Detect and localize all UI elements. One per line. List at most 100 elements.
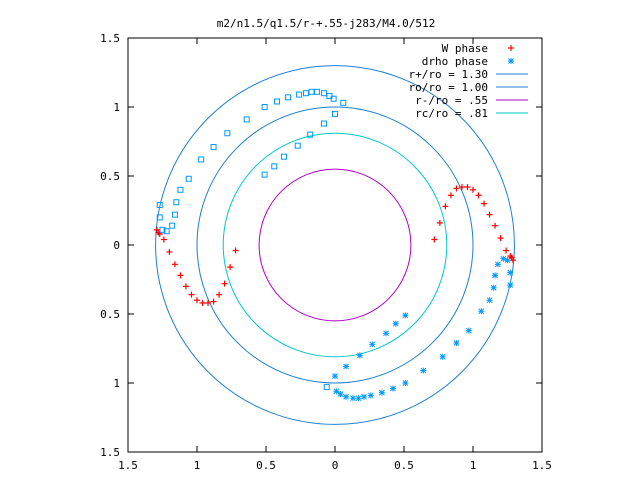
w-phase-point [510, 257, 517, 264]
w-phase-point [431, 236, 438, 243]
drho-phase-point [478, 308, 485, 315]
y-tick-label: 0 [113, 239, 120, 252]
x-tick-label: 1.5 [532, 459, 552, 472]
w-phase-point [177, 272, 184, 279]
y-tick-label: 1.5 [100, 446, 120, 459]
drho-phase-point [210, 144, 217, 151]
drho-phase-point [402, 380, 409, 386]
w-phase-point [442, 203, 449, 210]
drho-phase-point [343, 363, 350, 370]
w-phase-point [171, 261, 178, 268]
w-phase-point [160, 236, 167, 243]
drho-phase-point [296, 91, 303, 98]
drho-phase-point [507, 269, 514, 276]
drho-phase-point [389, 385, 396, 392]
drho-phase-point [337, 391, 344, 398]
y-tick-label: 1 [113, 377, 120, 390]
w-phase-point [470, 186, 476, 193]
x-tick-label: 1 [194, 459, 201, 472]
drho-phase-point [507, 282, 514, 289]
axis-ticks: 1.5 1 0.5 0 0.5 1 1.51.510.500.511.5 [100, 32, 552, 472]
w-phase-point [210, 298, 217, 305]
drho-phase-point [243, 116, 250, 123]
drho-phase-point [261, 171, 268, 178]
w-phase-point [182, 283, 189, 290]
w-phase-point [166, 248, 173, 255]
legend-label: drho phase [422, 55, 488, 68]
drho-phase-point [156, 214, 163, 221]
drho-phase-point [159, 226, 166, 233]
w-phase-point [436, 219, 443, 226]
w-phase-point [458, 184, 465, 191]
drho-phase-point [330, 95, 337, 102]
drho-phase-point [156, 201, 163, 208]
w-phase-point [481, 200, 488, 207]
drho-phase-point [271, 163, 278, 170]
y-tick-label: 0.5 [100, 308, 120, 321]
radius-circle [258, 168, 412, 322]
drho-phase-point [453, 339, 460, 346]
x-tick-label: 1 [470, 459, 477, 472]
drho-phase-point [198, 156, 205, 163]
drho-phase-point [465, 327, 472, 334]
drho-phase-point [420, 367, 427, 374]
w-phase-point [507, 253, 514, 260]
legend-label: r-/ro = .55 [415, 94, 488, 107]
drho-phase-point [280, 153, 287, 160]
x-tick-label: 0.5 [394, 459, 414, 472]
drho-phase-point [185, 175, 192, 182]
drho-phase-point [169, 222, 176, 229]
w-phase-point [232, 247, 239, 254]
drho-phase-point [173, 199, 180, 206]
drho-phase-point [224, 130, 231, 137]
w-phase-point [216, 291, 223, 298]
data-points [153, 88, 517, 402]
drho-phase-point [500, 255, 507, 262]
legend-label: rc/ro = .81 [415, 107, 488, 120]
y-tick-label: 1.5 [100, 32, 120, 45]
w-phase-point [205, 299, 212, 306]
drho-phase-point [360, 393, 367, 400]
drho-phase-point [320, 90, 327, 97]
x-tick-label: 0.5 [256, 459, 276, 472]
legend-label: ro/ro = 1.00 [409, 81, 488, 94]
w-phase-point [503, 247, 510, 254]
w-phase-point [227, 264, 234, 271]
drho-phase-point [163, 228, 170, 235]
x-tick-label: 0 [332, 459, 339, 472]
drho-phase-point [349, 395, 356, 402]
drho-phase-point [308, 88, 315, 95]
drho-phase-point [171, 211, 178, 218]
w-phase-point [486, 211, 493, 218]
w-phase-point [188, 291, 195, 298]
drho-phase-point [294, 142, 301, 149]
drho-phase-point [177, 186, 184, 193]
drho-phase-point [355, 395, 362, 402]
drho-phase-point [320, 120, 327, 127]
drho-phase-point [333, 388, 340, 395]
drho-phase-point [303, 90, 310, 97]
w-phase-point [221, 280, 228, 287]
legend-sample [508, 45, 514, 51]
y-tick-label: 0.5 [100, 170, 120, 183]
drho-phase-point [343, 393, 350, 400]
drho-phase-point [490, 284, 497, 291]
drho-phase-point [378, 389, 385, 396]
drho-phase-point [285, 94, 292, 101]
drho-phase-point [261, 104, 268, 110]
drho-phase-point [356, 352, 363, 359]
drho-phase-point [494, 261, 501, 268]
drho-phase-point [383, 330, 390, 337]
drho-phase-point [340, 99, 347, 106]
w-phase-point [194, 297, 200, 304]
drho-phase-point [332, 373, 338, 380]
drho-phase-point [274, 98, 281, 105]
drho-phase-point [486, 297, 493, 304]
drho-phase-point [307, 131, 314, 138]
w-phase-point [464, 184, 471, 191]
w-phase-point [475, 192, 482, 199]
chart-title: m2/n1.5/q1.5/r-+.55-j283/M4.0/512 [217, 17, 436, 30]
drho-phase-point [392, 320, 399, 327]
